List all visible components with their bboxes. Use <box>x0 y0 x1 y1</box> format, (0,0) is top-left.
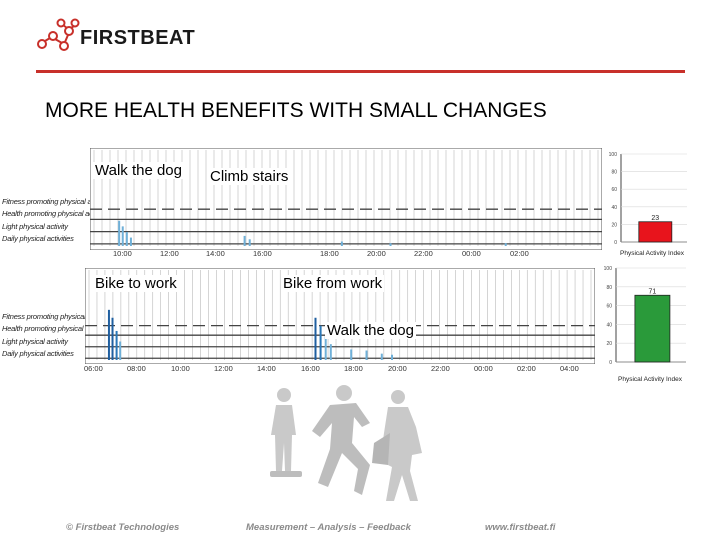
pai-value-label: 71 <box>649 288 657 295</box>
activity-spike <box>365 350 368 360</box>
y-tick-label: 40 <box>606 322 612 328</box>
callout-walk-the-dog: Walk the dog <box>93 162 184 179</box>
y-tick-label: 80 <box>606 285 612 291</box>
time-tick: 02:00 <box>510 249 529 258</box>
time-axis-1: 10:00 12:00 14:00 16:00 18:00 20:00 22:0… <box>0 249 720 261</box>
activity-spike <box>115 330 118 360</box>
walker-body <box>271 405 296 471</box>
footer-tagline: Measurement – Analysis – Feedback <box>246 522 411 533</box>
activity-spike <box>129 237 132 246</box>
activity-spike <box>125 231 128 246</box>
brand-name: FIRSTBEAT <box>80 27 196 49</box>
walker-head <box>277 388 291 402</box>
row-label: Light physical activity <box>2 337 68 346</box>
activity-spike <box>111 317 114 360</box>
y-tick-label: 40 <box>611 205 617 211</box>
time-axis-2: 06:00 08:00 10:00 12:00 14:00 16:00 18:0… <box>0 364 720 376</box>
y-tick-label: 60 <box>606 304 612 310</box>
callout-climb-stairs: Climb stairs <box>208 168 291 185</box>
time-tick: 00:00 <box>474 364 493 373</box>
time-tick: 22:00 <box>414 249 433 258</box>
y-tick-label: 0 <box>614 240 617 246</box>
pai-value-label: 23 <box>651 215 659 222</box>
activity-spike <box>314 317 317 360</box>
time-tick: 02:00 <box>517 364 536 373</box>
footer-copyright: © Firstbeat Technologies <box>66 522 180 533</box>
exercising-people-illustration <box>270 385 422 501</box>
hiker-head <box>391 390 405 404</box>
activity-spike <box>504 243 507 246</box>
time-tick: 08:00 <box>127 364 146 373</box>
activity-spike <box>380 353 383 360</box>
time-tick: 20:00 <box>367 249 386 258</box>
y-tick-label: 100 <box>609 152 618 158</box>
pai-label-2: Physical Activity Index <box>618 376 682 383</box>
row-label: Daily physical activities <box>2 349 74 358</box>
activity-spike <box>329 344 332 360</box>
runner-body <box>312 403 370 495</box>
activity-spike <box>121 226 124 246</box>
time-tick: 04:00 <box>560 364 579 373</box>
y-tick-label: 80 <box>611 170 617 176</box>
activity-spike <box>107 309 110 360</box>
time-tick: 10:00 <box>171 364 190 373</box>
hiker-body <box>380 407 422 501</box>
slide-title: MORE HEALTH BENEFITS WITH SMALL CHANGES <box>45 99 547 122</box>
header-divider <box>36 70 685 73</box>
activity-spike <box>118 220 121 246</box>
y-tick-label: 0 <box>609 360 612 366</box>
firstbeat-logo-icon <box>37 18 80 51</box>
activity-spike <box>324 336 327 360</box>
pai-bar <box>638 221 673 243</box>
y-tick-label: 100 <box>604 266 613 272</box>
footer-website[interactable]: www.firstbeat.fi <box>485 522 556 533</box>
time-tick: 16:00 <box>301 364 320 373</box>
row-label: Daily physical activities <box>2 234 74 243</box>
activity-spike <box>243 235 246 246</box>
runner-head <box>336 385 352 401</box>
time-tick: 12:00 <box>160 249 179 258</box>
time-tick: 20:00 <box>388 364 407 373</box>
activity-spike <box>119 341 122 360</box>
time-tick: 06:00 <box>84 364 103 373</box>
activity-index-bar-chart-2: 100 80 60 40 20 0 71 <box>604 266 686 366</box>
activity-spike <box>350 349 353 360</box>
time-tick: 12:00 <box>214 364 233 373</box>
time-tick: 16:00 <box>253 249 272 258</box>
time-tick: 14:00 <box>206 249 225 258</box>
activity-spike <box>319 325 322 360</box>
activity-spike <box>391 354 393 360</box>
callout-bike-from-work: Bike from work <box>281 275 385 292</box>
callout-walk-the-dog-2: Walk the dog <box>325 322 416 339</box>
time-tick: 18:00 <box>320 249 339 258</box>
row-label: Health promoting physical activity <box>2 209 107 218</box>
walker-platform <box>270 471 302 477</box>
row-label: Light physical activity <box>2 222 68 231</box>
hiker-bag <box>372 433 390 465</box>
time-tick: 14:00 <box>257 364 276 373</box>
time-tick: 00:00 <box>462 249 481 258</box>
pai-label-1: Physical Activity Index <box>620 250 684 257</box>
activity-spike <box>340 241 343 246</box>
row-label: Health promoting physical activity <box>2 324 107 333</box>
time-tick: 18:00 <box>344 364 363 373</box>
row-label: Fitness promoting physical activity <box>2 312 109 321</box>
time-tick: 10:00 <box>113 249 132 258</box>
y-tick-label: 20 <box>606 341 612 347</box>
pai-bar <box>634 294 671 363</box>
row-label: Fitness promoting physical activity <box>2 197 109 206</box>
activity-spike <box>248 239 251 246</box>
callout-bike-to-work: Bike to work <box>93 275 179 292</box>
y-tick-label: 60 <box>611 187 617 193</box>
activity-spike <box>389 243 392 246</box>
y-tick-label: 20 <box>611 222 617 228</box>
time-tick: 22:00 <box>431 364 450 373</box>
activity-index-bar-chart-1: 100 80 60 40 20 0 23 <box>609 152 687 246</box>
